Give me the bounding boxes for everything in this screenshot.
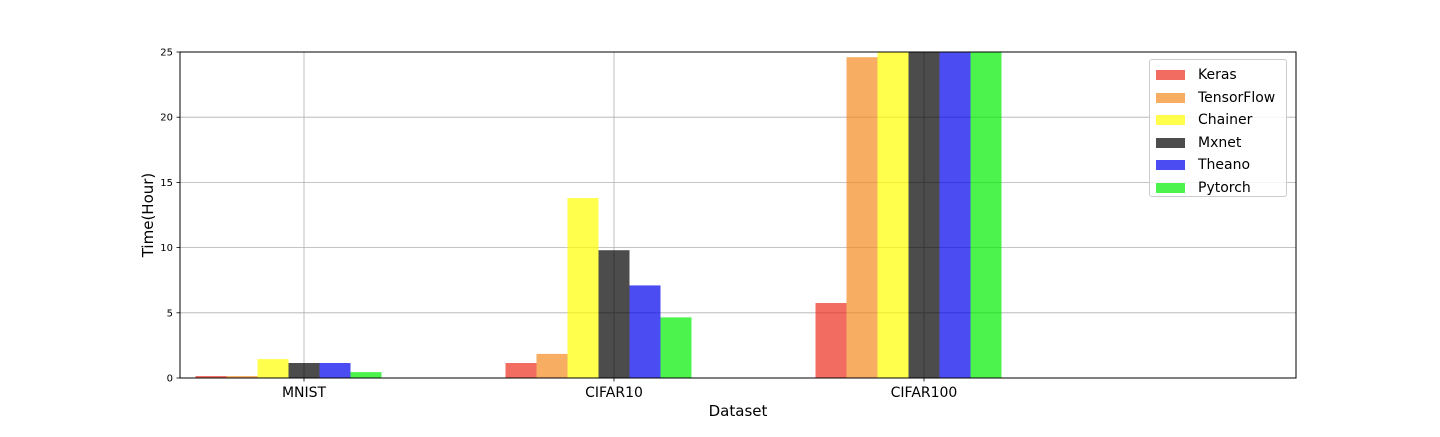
y-tick-label-5: 25 xyxy=(160,48,173,59)
x-tick-label-cifar10: CIFAR10 xyxy=(585,385,643,401)
bar-keras-cifar100 xyxy=(815,303,847,378)
bar-tensorflow-cifar100 xyxy=(846,57,878,378)
legend-label-tensorflow: TensorFlow xyxy=(1198,89,1276,106)
legend-swatch-mxnet xyxy=(1156,137,1185,148)
bar-chainer-mnist xyxy=(257,359,289,378)
y-tick-label-1: 5 xyxy=(167,308,173,319)
grid xyxy=(180,51,1296,379)
bar-pytorch-cifar10 xyxy=(660,317,692,378)
y-axis-label: Time(Hour) xyxy=(139,173,157,259)
x-tick-label-mnist: MNIST xyxy=(282,385,327,401)
y-tick-label-0: 0 xyxy=(167,374,173,385)
ticks: 0 5 10 15 20 25 MNIST CIFAR10 CIFAR100 xyxy=(160,48,957,402)
y-tick-label-4: 20 xyxy=(160,113,173,124)
bar-pytorch-cifar100 xyxy=(970,52,1002,378)
legend-swatch-keras xyxy=(1156,70,1185,81)
x-tick-label-cifar100: CIFAR100 xyxy=(891,385,958,401)
legend-swatch-tensorflow xyxy=(1156,92,1185,103)
bar-theano-mnist xyxy=(319,363,351,378)
legend-item-tensorflow: TensorFlow xyxy=(1156,87,1286,110)
bar-tensorflow-cifar10 xyxy=(536,353,568,378)
legend-label-pytorch: Pytorch xyxy=(1198,179,1251,196)
legend-swatch-theano xyxy=(1156,160,1185,171)
legend-item-chainer: Chainer xyxy=(1156,109,1286,132)
legend-label-theano: Theano xyxy=(1198,157,1251,174)
bar-chainer-cifar100 xyxy=(877,52,909,378)
legend-item-theano: Theano xyxy=(1156,154,1286,177)
legend-item-pytorch: Pytorch xyxy=(1156,177,1286,200)
bars xyxy=(195,52,1002,378)
x-axis-label: Dataset xyxy=(709,402,768,420)
bar-mxnet-cifar100 xyxy=(908,52,940,378)
legend: Keras TensorFlow Chainer Mxnet Theano Py… xyxy=(1149,59,1287,197)
bar-pytorch-mnist xyxy=(350,372,382,378)
bar-mxnet-mnist xyxy=(288,363,320,378)
bar-theano-cifar10 xyxy=(629,285,661,378)
legend-label-keras: Keras xyxy=(1198,67,1237,84)
plot-frame xyxy=(179,51,1297,379)
legend-item-mxnet: Mxnet xyxy=(1156,132,1286,155)
legend-label-chainer: Chainer xyxy=(1198,112,1253,129)
bar-mxnet-cifar10 xyxy=(598,250,630,378)
bar-tensorflow-mnist xyxy=(226,376,258,378)
bar-keras-cifar10 xyxy=(505,363,537,378)
legend-swatch-pytorch xyxy=(1156,182,1185,193)
y-tick-label-2: 10 xyxy=(160,243,173,254)
legend-swatch-chainer xyxy=(1156,115,1185,126)
legend-item-keras: Keras xyxy=(1156,64,1286,87)
bar-theano-cifar100 xyxy=(939,52,971,378)
bar-keras-mnist xyxy=(195,376,227,378)
bar-chainer-cifar10 xyxy=(567,198,599,378)
legend-label-mxnet: Mxnet xyxy=(1198,134,1242,151)
y-tick-label-3: 15 xyxy=(160,178,173,189)
